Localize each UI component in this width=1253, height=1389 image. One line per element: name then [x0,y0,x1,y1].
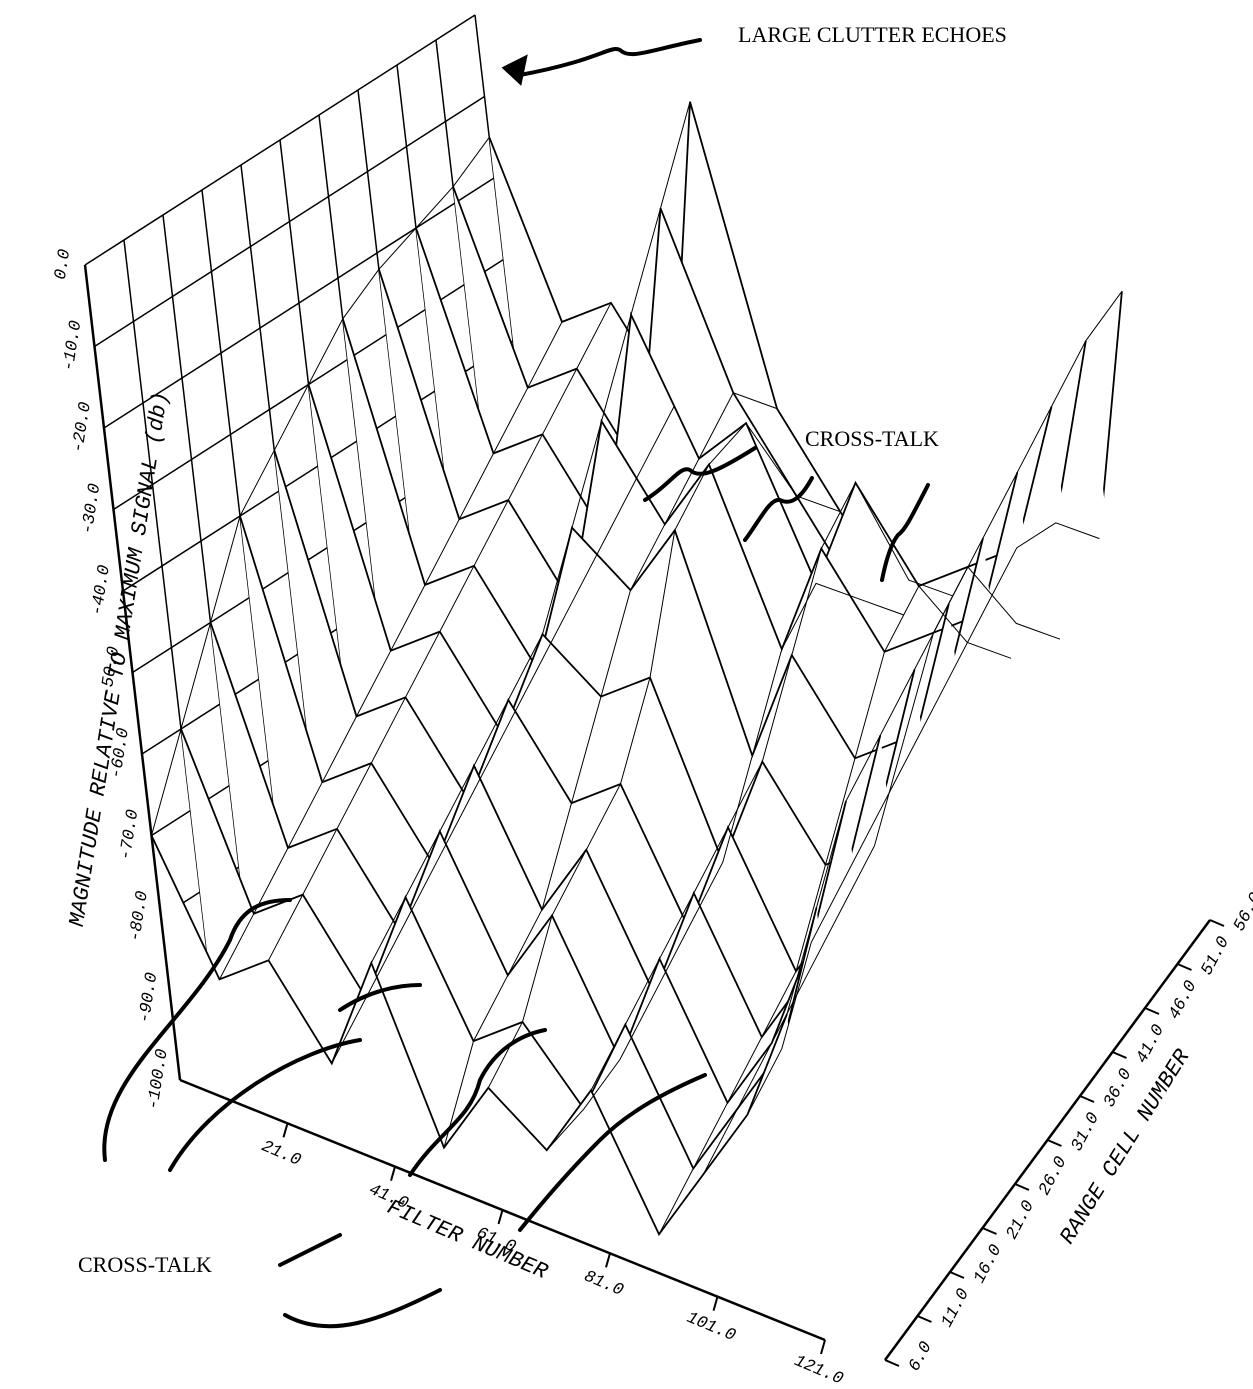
surface-column [702,566,1061,1175]
tick-mark [1209,919,1225,927]
surface-column [487,422,841,1089]
tick-mark [1014,1183,1030,1191]
arrows [102,38,930,1329]
x-tick-label: 21.0 [258,1137,303,1170]
z-tick-label: -90.0 [136,971,163,1024]
surface-column [151,137,490,836]
surface-column [331,405,675,1064]
z-tick-label: -70.0 [117,808,144,861]
z-tick-label: -80.0 [126,890,153,943]
arrow [283,1288,442,1329]
y-tick-label: 6.0 [906,1339,937,1375]
surface-column [590,481,953,1091]
annotation: CROSS-TALK [78,1252,212,1277]
arrow [643,446,757,502]
arrow [743,476,814,542]
tick-mark [1079,1095,1095,1103]
surface [150,101,1215,1340]
y-tick-label: 11.0 [938,1286,974,1331]
arrow-head [501,54,528,86]
y-tick-label: 16.0 [971,1242,1007,1287]
tick-mark [712,1296,719,1311]
tick-mark [282,1123,289,1138]
x-tick-label: 101.0 [684,1309,738,1346]
surface-column [443,392,778,1148]
tick-mark [949,1271,965,1279]
y-axis-line [883,919,1212,1361]
y-tick-label: 51.0 [1198,934,1234,979]
arrow [102,898,292,1162]
annotation: LARGE CLUTTER ECHOES [738,22,1007,47]
arrow [880,483,930,582]
arrow [518,1073,707,1232]
tick-mark [497,1209,504,1225]
x-tick-label: 121.0 [791,1352,845,1389]
tick-mark [605,1253,611,1268]
tick-mark [1047,1139,1062,1147]
surface-column [370,101,691,964]
surface-column [219,321,563,980]
z-tick-label: -40.0 [88,564,115,617]
arrow [408,1028,547,1177]
surface-column [546,582,904,1151]
tick-mark [982,1227,997,1235]
y-tick-label: 56.0 [1231,890,1253,935]
z-tick-label: -100.0 [144,1048,172,1111]
arrow [278,1233,342,1267]
surface-floor [151,835,825,1340]
surface-column [658,585,1012,1235]
surface-column [747,522,1100,1115]
arrow [168,983,422,1172]
tick-mark [1177,963,1192,971]
tick-mark [1112,1051,1127,1059]
surface-column [786,291,1123,1015]
tick-mark [820,1339,826,1355]
annotation: CROSS-TALK [805,426,939,451]
z-axis-line [83,264,182,1081]
x-tick-label: 81.0 [581,1267,626,1300]
tick-mark [390,1166,396,1181]
surface-column [268,302,612,961]
tick-mark [917,1315,932,1323]
z-tick-label: -30.0 [79,482,106,535]
z-tick-label: -10.0 [60,319,87,372]
arrow [518,38,702,77]
tick-mark [884,1359,900,1367]
z-tick-label: -20.0 [69,401,96,454]
tick-mark [1144,1007,1160,1015]
z-tick-label: 0.0 [52,248,76,281]
